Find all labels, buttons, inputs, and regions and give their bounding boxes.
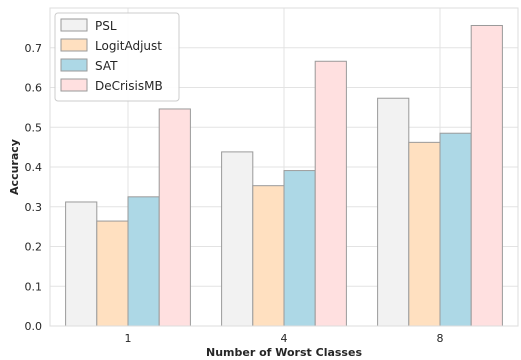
x-tick-labels: 1 4 8 — [125, 332, 444, 345]
bar-logitadjust-4 — [252, 185, 285, 327]
bar-sat-1 — [127, 196, 160, 327]
y-tick-label: 0.5 — [25, 121, 43, 134]
x-axis-title: Number of Worst Classes — [206, 346, 362, 359]
bar-decrisismb-8 — [470, 24, 503, 327]
bar-logitadjust-8 — [408, 141, 441, 327]
y-tick-label: 0.0 — [25, 320, 43, 333]
bar-decrisismb-4 — [314, 60, 347, 327]
bar-sat-8 — [439, 132, 472, 327]
y-tick-label: 0.7 — [25, 42, 43, 55]
y-tick-label: 0.6 — [25, 82, 43, 95]
legend-label: LogitAdjust — [95, 39, 162, 53]
x-tick-label: 1 — [125, 332, 132, 345]
bar-logitadjust-1 — [96, 220, 129, 327]
x-tick-label: 4 — [281, 332, 288, 345]
legend-label: SAT — [95, 59, 118, 73]
bar-sat-4 — [283, 170, 316, 327]
legend-swatch-psl — [60, 18, 88, 32]
y-tick-labels: 0.0 0.1 0.2 0.3 0.4 0.5 0.6 0.7 — [25, 42, 43, 333]
bar-decrisismb-1 — [158, 108, 191, 327]
x-tick-label: 8 — [437, 332, 444, 345]
bar-psl-8 — [377, 97, 410, 327]
plot-frame — [49, 7, 519, 327]
y-tick-label: 0.2 — [25, 241, 43, 254]
bars — [65, 24, 503, 327]
legend: PSL LogitAdjust SAT DeCrisisMB — [54, 12, 180, 102]
legend-label: DeCrisisMB — [95, 79, 163, 93]
bar-psl-4 — [221, 151, 254, 327]
legend-label: PSL — [95, 19, 117, 33]
y-tick-label: 0.4 — [25, 161, 43, 174]
y-axis-title: Accuracy — [8, 139, 21, 195]
legend-swatch-logitadjust — [60, 38, 88, 52]
bar-psl-1 — [65, 201, 98, 327]
y-tick-label: 0.1 — [25, 280, 43, 293]
legend-swatch-decrisismb — [60, 78, 88, 92]
legend-swatch-sat — [60, 58, 88, 72]
y-tick-label: 0.3 — [25, 201, 43, 214]
